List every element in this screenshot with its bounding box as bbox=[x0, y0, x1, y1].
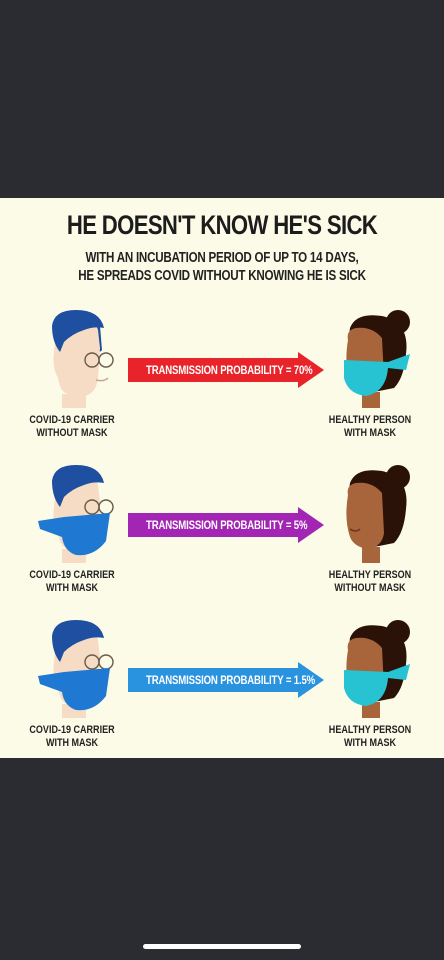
carrier-caption-line-2: WITHOUT MASK bbox=[36, 427, 108, 439]
healthy-woman-illustration bbox=[326, 308, 416, 408]
healthy-caption-line-1: HEALTHY PERSON bbox=[328, 724, 412, 736]
healthy-woman-illustration bbox=[326, 618, 416, 718]
arrow-shape bbox=[128, 352, 324, 388]
poster-subtitle-line-2: HE SPREADS COVID WITHOUT KNOWING HE IS S… bbox=[78, 268, 366, 284]
transmission-arrow bbox=[128, 662, 324, 698]
infographic-poster: HE DOESN'T KNOW HE'S SICK WITH AN INCUBA… bbox=[0, 198, 444, 758]
arrow-shape bbox=[128, 507, 324, 543]
carrier-man-illustration bbox=[34, 308, 120, 408]
home-indicator-bar[interactable] bbox=[143, 944, 301, 949]
transmission-probability-label: TRANSMISSION PROBABILITY = 5% bbox=[146, 518, 308, 532]
transmission-probability-label: TRANSMISSION PROBABILITY = 1.5% bbox=[146, 673, 316, 687]
carrier-man-illustration bbox=[34, 463, 120, 563]
scenario-row-2: TRANSMISSION PROBABILITY = 5% COVID-19 C… bbox=[0, 463, 444, 613]
carrier-caption: COVID-19 CARRIER WITH MASK bbox=[23, 724, 121, 750]
healthy-caption: HEALTHY PERSON WITHOUT MASK bbox=[321, 569, 419, 595]
carrier-caption-line-1: COVID-19 CARRIER bbox=[29, 724, 115, 736]
healthy-caption-line-2: WITH MASK bbox=[343, 737, 397, 749]
carrier-caption-line-1: COVID-19 CARRIER bbox=[29, 569, 115, 581]
scenario-row-3: TRANSMISSION PROBABILITY = 1.5% COVID-19… bbox=[0, 618, 444, 768]
carrier-caption: COVID-19 CARRIER WITHOUT MASK bbox=[23, 414, 121, 440]
healthy-caption-line-2: WITH MASK bbox=[343, 427, 397, 439]
healthy-caption-line-1: HEALTHY PERSON bbox=[328, 414, 412, 426]
healthy-woman-illustration bbox=[326, 463, 416, 563]
transmission-arrow bbox=[128, 352, 324, 388]
healthy-caption-line-1: HEALTHY PERSON bbox=[328, 569, 412, 581]
carrier-caption-line-2: WITH MASK bbox=[45, 737, 99, 749]
transmission-arrow bbox=[128, 507, 324, 543]
carrier-caption: COVID-19 CARRIER WITH MASK bbox=[23, 569, 121, 595]
poster-subtitle-line-1: WITH AN INCUBATION PERIOD OF UP TO 14 DA… bbox=[85, 250, 359, 266]
arrow-shape bbox=[128, 662, 324, 698]
healthy-caption-line-2: WITHOUT MASK bbox=[334, 582, 406, 594]
transmission-probability-label: TRANSMISSION PROBABILITY = 70% bbox=[146, 363, 313, 377]
carrier-caption-line-1: COVID-19 CARRIER bbox=[29, 414, 115, 426]
scenario-row-1: TRANSMISSION PROBABILITY = 70% COVID-19 … bbox=[0, 308, 444, 458]
healthy-caption: HEALTHY PERSON WITH MASK bbox=[321, 414, 419, 440]
healthy-caption: HEALTHY PERSON WITH MASK bbox=[321, 724, 419, 750]
carrier-caption-line-2: WITH MASK bbox=[45, 582, 99, 594]
poster-title: HE DOESN'T KNOW HE'S SICK bbox=[66, 210, 378, 240]
carrier-man-illustration bbox=[34, 618, 120, 718]
